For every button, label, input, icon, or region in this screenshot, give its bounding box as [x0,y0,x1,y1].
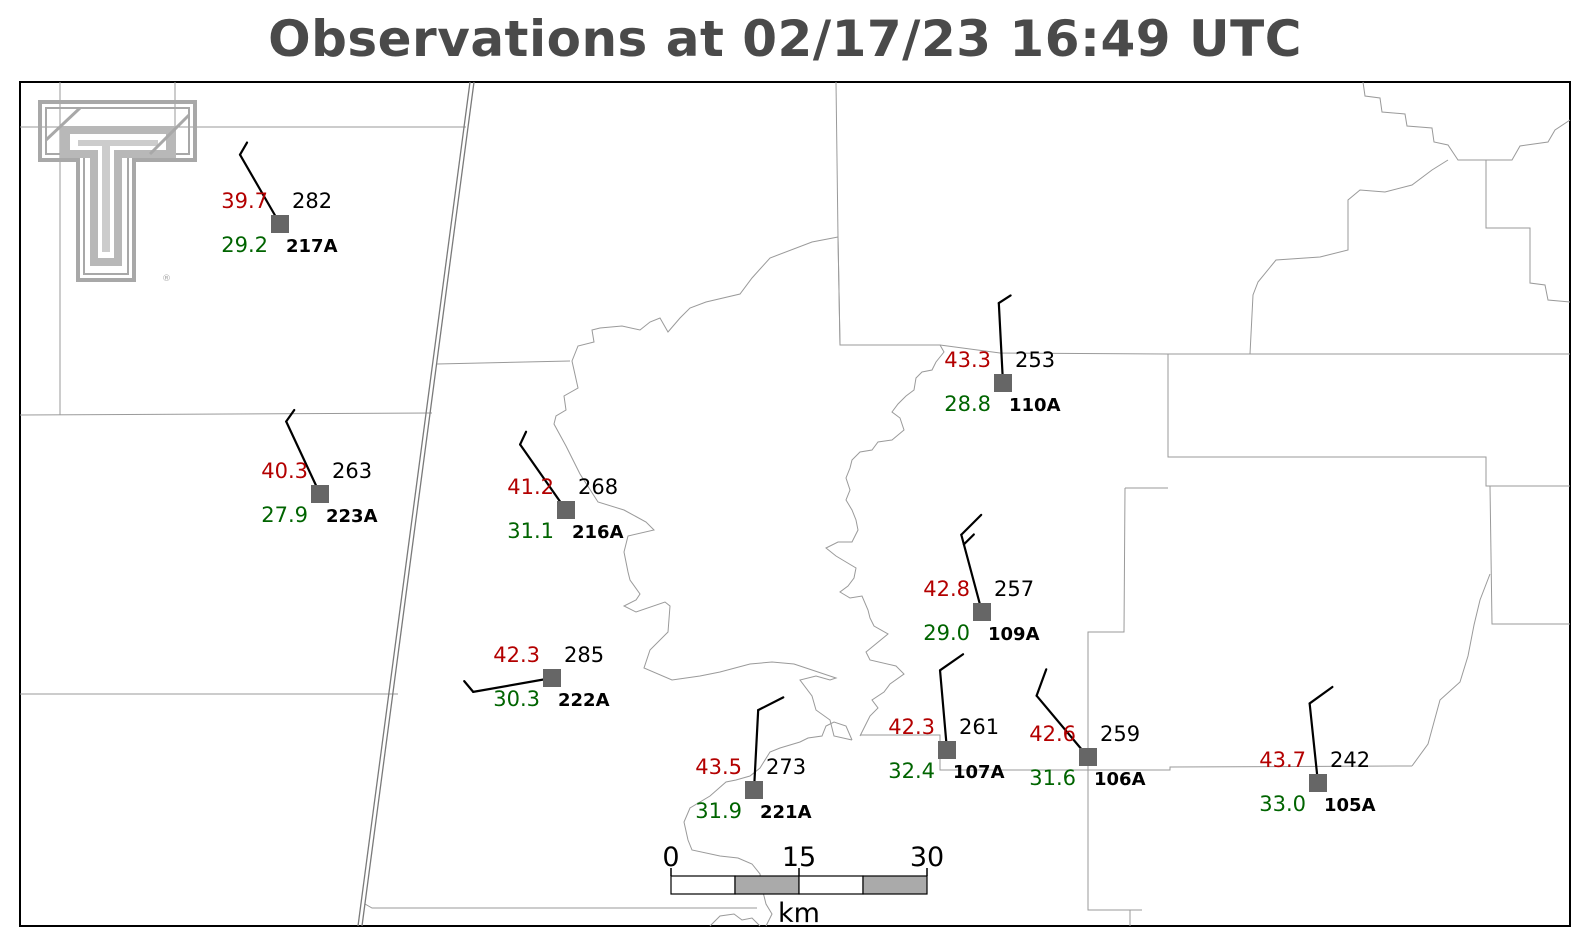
texas-tech-double-t-logo: ® [38,100,197,284]
dewpoint-label: 30.3 [493,687,540,711]
wind-barb [960,513,984,614]
dewpoint-label: 33.0 [1259,792,1306,816]
scale-segment [798,875,864,895]
station-223A: 40.3 263 27.9 223A [261,408,378,527]
temperature-label: 43.3 [944,348,991,372]
dewpoint-label: 28.8 [944,392,991,416]
scale-bar: 0 15 30 km [662,842,944,929]
direction-label: 273 [766,755,806,779]
scale-tick-0: 0 [662,842,679,873]
station-marker [311,485,329,503]
wind-barb [519,430,568,512]
wind-barb [463,676,554,693]
direction-label: 268 [578,475,618,499]
page-title: Observations at 02/17/23 16:49 UTC [268,10,1302,68]
station-marker [271,215,289,233]
dewpoint-label: 31.9 [695,799,742,823]
wind-barb [752,696,785,792]
dewpoint-label: 31.1 [507,519,554,543]
scale-segment [862,875,928,895]
station-marker [1079,748,1097,766]
station-marker [543,669,561,687]
wind-barb [997,294,1012,385]
dewpoint-label: 27.9 [261,503,308,527]
scale-segment [670,875,736,895]
wind-barb [1308,685,1334,785]
scale-tick-15: 15 [782,842,816,873]
station-id-label: 217A [286,236,338,257]
station-id-label: 106A [1094,769,1146,790]
station-id-label: 110A [1009,395,1061,416]
temperature-label: 40.3 [261,459,308,483]
station-id-label: 222A [558,690,610,711]
direction-label: 259 [1100,722,1140,746]
station-105A: 43.7 242 33.0 105A [1259,685,1376,816]
wind-barb [238,141,282,226]
station-id-label: 109A [988,624,1040,645]
direction-label: 282 [292,189,332,213]
station-marker [745,781,763,799]
temperature-label: 41.2 [507,475,554,499]
scale-tick-30: 30 [910,842,944,873]
station-marker [994,374,1012,392]
boundaries [19,81,1571,927]
station-id-label: 105A [1324,795,1376,816]
station-106A: 42.6 259 31.6 106A [1029,668,1146,790]
station-marker [938,741,956,759]
direction-label: 261 [959,715,999,739]
scale-segment [734,875,800,895]
wind-barb [1035,668,1090,759]
scale-unit: km [778,898,820,929]
station-221A: 43.5 273 31.9 221A [695,696,812,823]
station-marker [973,603,991,621]
direction-label: 253 [1015,348,1055,372]
direction-label: 263 [332,459,372,483]
temperature-label: 43.5 [695,755,742,779]
station-id-label: 223A [326,506,378,527]
temperature-label: 42.8 [923,577,970,601]
svg-text:®: ® [162,274,171,284]
station-216A: 41.2 268 31.1 216A [507,430,624,543]
direction-label: 257 [994,577,1034,601]
dewpoint-label: 29.2 [221,233,268,257]
station-id-label: 107A [953,762,1005,783]
stations: 39.7 282 29.2 217A 40.3 263 27.9 223A 41.2 268 31.… [221,141,1376,823]
wind-barb [285,408,322,496]
station-marker [557,501,575,519]
station-marker [1309,774,1327,792]
direction-label: 285 [564,643,604,667]
dewpoint-label: 29.0 [923,621,970,645]
temperature-label: 43.7 [1259,748,1306,772]
dewpoint-label: 31.6 [1029,766,1076,790]
temperature-label: 42.6 [1029,722,1076,746]
temperature-label: 42.3 [493,643,540,667]
station-id-label: 216A [572,522,624,543]
temperature-label: 39.7 [221,189,268,213]
dewpoint-label: 32.4 [888,759,935,783]
station-217A: 39.7 282 29.2 217A [221,141,338,257]
direction-label: 242 [1330,748,1370,772]
station-222A: 42.3 285 30.3 222A [463,643,610,711]
temperature-label: 42.3 [888,715,935,739]
station-109A: 42.8 257 29.0 109A [923,513,1040,645]
station-id-label: 221A [760,802,812,823]
station-110A: 43.3 253 28.8 110A [944,294,1061,416]
wind-barb [938,653,965,752]
station-107A: 42.3 261 32.4 107A [888,653,1005,783]
